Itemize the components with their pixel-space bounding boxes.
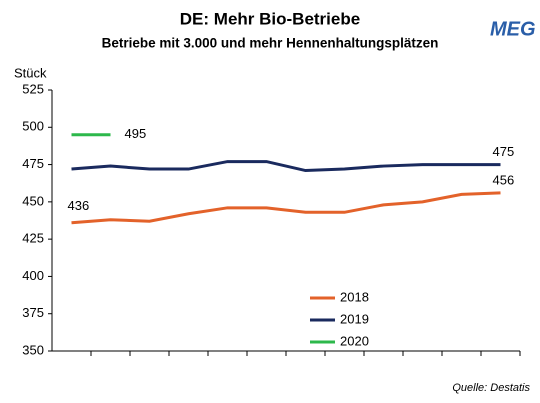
- y-tick-label: 425: [22, 231, 44, 246]
- y-tick-label: 475: [22, 156, 44, 171]
- y-tick-label: 350: [22, 342, 44, 357]
- series-line: [71, 191, 501, 225]
- legend-label: 2018: [340, 289, 369, 304]
- data-label: 475: [493, 144, 515, 159]
- data-label: 495: [125, 126, 147, 141]
- chart-title: DE: Mehr Bio-Betriebe: [180, 9, 360, 28]
- legend-label: 2020: [340, 333, 369, 348]
- data-label: 436: [68, 198, 90, 213]
- legend-label: 2019: [340, 311, 369, 326]
- chart-subtitle: Betriebe mit 3.000 und mehr Hennenhaltun…: [102, 36, 439, 51]
- series-line: [71, 160, 501, 173]
- y-tick-label: 450: [22, 193, 44, 208]
- source: Quelle: Destatis: [452, 382, 530, 394]
- y-tick-label: 525: [22, 81, 44, 96]
- y-axis-label: Stück: [14, 65, 47, 80]
- y-tick-label: 400: [22, 268, 44, 283]
- y-tick-label: 375: [22, 305, 44, 320]
- y-tick-label: 500: [22, 119, 44, 134]
- logo: MEG: [490, 18, 536, 40]
- data-label: 456: [493, 172, 515, 187]
